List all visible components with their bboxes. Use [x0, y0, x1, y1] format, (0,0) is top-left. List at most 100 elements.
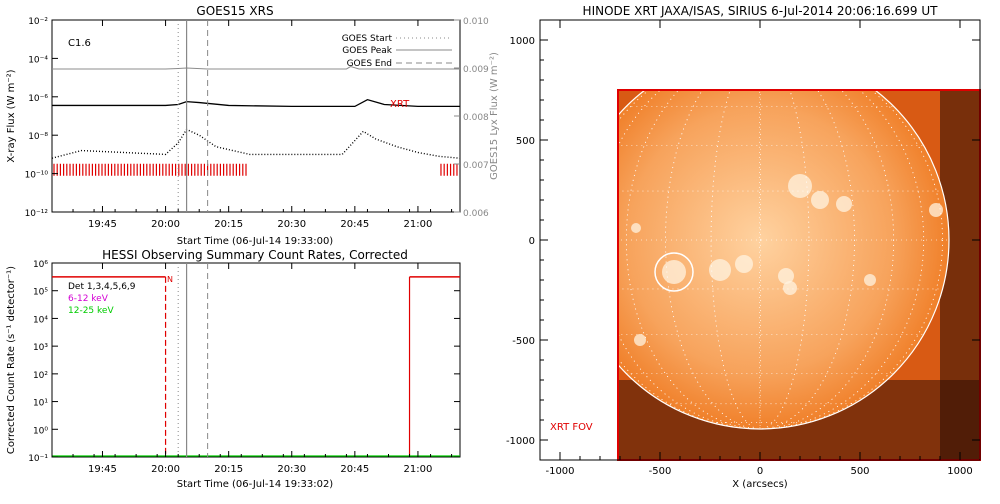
hessi-y-tick-label: 10⁵	[33, 288, 48, 298]
hessi-title: HESSI Observing Summary Count Rates, Cor…	[102, 248, 408, 262]
hessi-xlabel: Start Time (06-Jul-14 19:33:02)	[177, 479, 334, 490]
hessi-y-tick-label: 10⁰	[33, 426, 48, 436]
goes-title: GOES15 XRS	[196, 4, 273, 18]
active-region	[634, 334, 646, 346]
hessi-x-tick-label: 20:30	[277, 464, 306, 475]
goes-xrt-annotation: XRT	[390, 99, 410, 110]
goes-y-tick-label: 10⁻¹²	[25, 209, 49, 219]
active-region	[778, 268, 794, 284]
goes-left-y-axis: 10⁻² 10⁻⁴ 10⁻⁶ 10⁻⁸ 10⁻¹⁰ 10⁻¹²	[25, 17, 58, 219]
longitude-line	[759, 90, 761, 429]
xray-long-series	[52, 98, 460, 108]
longitude-line	[665, 90, 855, 429]
active-region	[631, 223, 641, 233]
goes-xlabel: Start Time (06-Jul-14 19:33:00)	[177, 236, 334, 247]
xrt-y-tick-label: -500	[512, 336, 535, 347]
lyx-series	[52, 66, 460, 70]
solar-limb	[618, 90, 950, 430]
goes-plot-frame	[51, 19, 461, 213]
hessi-legend: Det 1,3,4,5,6,9 6-12 keV 12-25 keV	[68, 282, 136, 316]
hessi-x-tick-label: 20:00	[151, 464, 180, 475]
sun-disk-features	[618, 90, 949, 429]
legend-goes-start: GOES Start	[342, 34, 393, 44]
goes-x-tick-label: 20:45	[340, 219, 369, 230]
goes-ylabel-left: X-ray Flux (W m⁻²)	[6, 69, 17, 162]
hessi-x-tick-label: 20:15	[214, 464, 243, 475]
flare-marker	[654, 252, 694, 292]
xrt-x-axis: -1000 -500 0 500 1000	[539, 20, 981, 477]
hessi-x-tick-label: 19:45	[88, 464, 117, 475]
goes-x-axis: 19:45 20:00 20:15 20:30 20:45 21:00	[51, 20, 453, 230]
goes-y2-tick-label: 0.007	[463, 161, 489, 171]
hessi-y-axis: 10⁶ 10⁵ 10⁴ 10³ 10² 10¹ 10⁰ 10⁻¹	[28, 260, 460, 464]
hessi-y-tick-label: 10²	[33, 371, 48, 381]
goes-x-tick-label: 20:15	[214, 219, 243, 230]
goes-xrs-panel: GOES15 XRS 19:45 20:00 20:15 20:30 20:45 21:0…	[6, 4, 500, 247]
hessi-y-tick-label: 10⁶	[33, 260, 48, 270]
goes-class-annotation: C1.6	[68, 38, 91, 49]
active-region	[709, 259, 731, 281]
goes-right-y-axis: 0.010 0.009 0.008 0.007 0.006	[454, 17, 489, 219]
hessi-x-axis: 19:45 20:00 20:15 20:30 20:45 21:00	[51, 263, 453, 475]
hessi-x-tick-label: 20:45	[340, 464, 369, 475]
xrt-fov-label: XRT FOV	[550, 422, 593, 433]
hessi-y-tick-label: 10³	[33, 343, 48, 353]
legend-hessi-det: Det 1,3,4,5,6,9	[68, 282, 136, 292]
longitude-line	[618, 90, 943, 429]
hessi-plot-frame	[51, 262, 461, 458]
xrt-dark-region	[940, 90, 980, 460]
xray-long-line	[52, 98, 460, 108]
xrt-title: HINODE XRT JAXA/ISAS, SIRIUS 6-Jul-2014 …	[583, 4, 939, 18]
goes-y2-tick-label: 0.008	[463, 113, 489, 123]
legend-hessi-6-12: 6-12 keV	[68, 294, 109, 304]
xrt-y-tick-label: 500	[516, 136, 535, 147]
xrt-y-tick-label: 0	[529, 236, 535, 247]
active-region	[864, 274, 876, 286]
xray-short-line	[51, 128, 461, 159]
xrt-image-panel: HINODE XRT JAXA/ISAS, SIRIUS 6-Jul-2014 …	[506, 4, 981, 490]
longitude-line	[625, 90, 895, 429]
active-region	[811, 191, 829, 209]
xrt-solar-image	[617, 89, 981, 461]
xrt-y-tick-label: -1000	[506, 436, 535, 447]
active-region	[836, 196, 852, 212]
goes-y-tick-label: 10⁻⁸	[28, 132, 48, 142]
active-region	[783, 281, 797, 295]
active-region	[735, 255, 753, 273]
xrt-y-axis: 1000 500 0 -500 -1000	[506, 19, 980, 461]
goes-y-tick-label: 10⁻²	[28, 17, 48, 27]
goes-y2-tick-label: 0.010	[463, 17, 489, 27]
goes-x-tick-label: 20:30	[277, 219, 306, 230]
goes-y2-tick-label: 0.006	[463, 209, 489, 219]
hessi-night-annotation: N	[167, 275, 173, 284]
goes-x-tick-label: 21:00	[404, 219, 433, 230]
xrt-y-tick-label: 1000	[510, 36, 535, 47]
hessi-count-series	[52, 276, 460, 457]
hessi-panel: HESSI Observing Summary Count Rates, Cor…	[6, 248, 461, 490]
xrt-fov-region	[618, 90, 980, 460]
legend-hessi-12-25: 12-25 keV	[68, 306, 114, 316]
goes-legend: GOES Start GOES Peak GOES End	[342, 34, 452, 69]
goes-event-lines	[177, 20, 209, 212]
xrt-x-tick-label: 1000	[947, 466, 972, 477]
hessi-x-tick-label: 21:00	[404, 464, 433, 475]
longitude-line	[618, 90, 925, 429]
active-region	[929, 203, 943, 217]
goes-x-tick-label: 19:45	[88, 219, 117, 230]
xrt-x-tick-label: -500	[649, 466, 672, 477]
goes-y-tick-label: 10⁻⁶	[28, 94, 48, 104]
xrt-x-tick-label: 500	[850, 466, 869, 477]
xrt-x-tick-label: -1000	[545, 466, 574, 477]
longitude-line	[710, 90, 810, 429]
goes-y-tick-label: 10⁻⁴	[28, 55, 48, 65]
lyx-line	[52, 66, 460, 70]
goes-y2-tick-label: 0.009	[463, 65, 489, 75]
xrt-xlabel: X (arcsecs)	[732, 479, 788, 490]
hessi-ylabel: Corrected Count Rate (s⁻¹ detector⁻¹)	[6, 266, 17, 454]
xray-short-series	[51, 128, 461, 159]
hessi-y-tick-label: 10⁻¹	[28, 454, 48, 464]
sun-disk	[618, 90, 949, 429]
goes-x-tick-label: 20:00	[151, 219, 180, 230]
